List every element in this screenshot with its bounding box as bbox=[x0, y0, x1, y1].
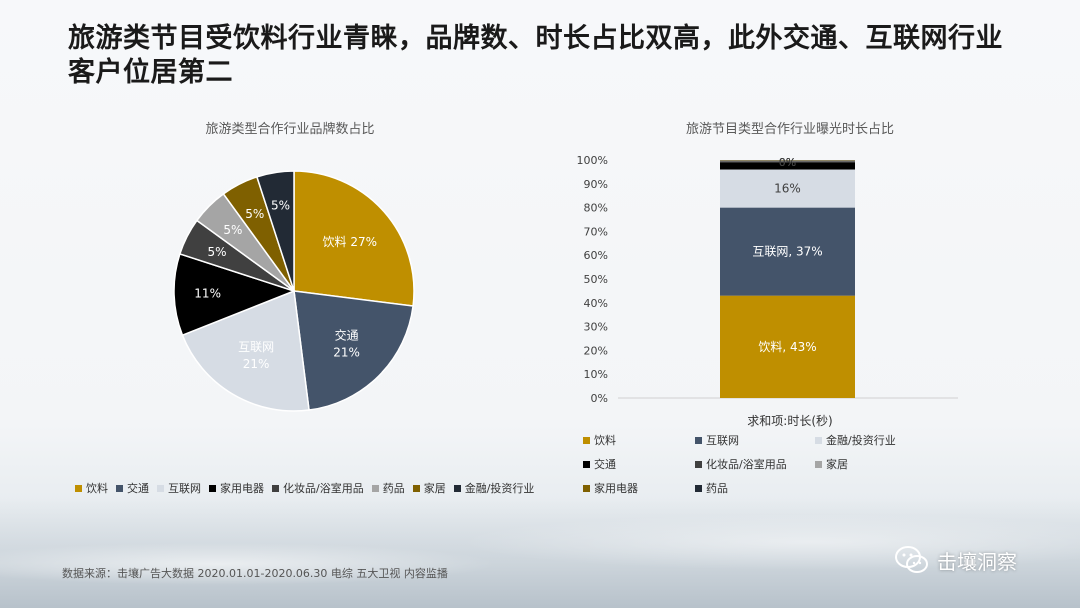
bar-segment-0 bbox=[720, 295, 855, 398]
brand-name: 击壤洞察 bbox=[937, 549, 1017, 574]
pie-slice-3 bbox=[173, 252, 297, 337]
pie-legend-item: 药品 bbox=[371, 480, 405, 496]
legend-swatch bbox=[583, 460, 590, 468]
bar-segment-1 bbox=[720, 207, 855, 296]
legend-swatch bbox=[75, 484, 82, 492]
brand-watermark: 击壤洞察 bbox=[895, 545, 1017, 575]
pie-chart: 饮料 27%交通 21%互联网 21%11%5%5%5%5% bbox=[173, 170, 415, 412]
bar-data-label-5: 0% bbox=[779, 156, 796, 169]
y-tick-label: 10% bbox=[584, 368, 608, 381]
pie-slice-0 bbox=[293, 170, 415, 307]
background-sea bbox=[0, 498, 1080, 608]
legend-swatch bbox=[815, 436, 822, 444]
legend-label: 饮料 bbox=[594, 434, 616, 447]
legend-label: 金融/投资行业 bbox=[826, 434, 896, 447]
bar-x-axis-label: 求和项:时长(秒) bbox=[747, 414, 833, 428]
legend-label: 家居 bbox=[423, 482, 446, 495]
pie-data-label-3: 11% bbox=[194, 287, 221, 301]
bar-segment-3 bbox=[720, 162, 855, 170]
bar-data-label-7: 0% bbox=[779, 156, 796, 169]
legend-label: 家居 bbox=[826, 458, 848, 471]
bar-segment-2 bbox=[720, 169, 855, 208]
data-source-footer: 数据来源：击壤广告大数据 2020.01.01-2020.06.30 电综 五大… bbox=[62, 567, 448, 580]
bar-legend-item: 家用电器 bbox=[583, 480, 638, 496]
stacked-bar-chart: 0% 10% 20% 30% 40% 50% 60% 70% 80% 90% 100% 饮料, 43%… bbox=[577, 154, 958, 405]
pie-legend: 饮料 交通 互联网 家用电器 化妆品/浴室用品 药品 家居 金融/投资行业 bbox=[75, 480, 535, 496]
legend-swatch bbox=[815, 460, 822, 468]
bar-legend-item: 药品 bbox=[695, 480, 728, 496]
pie-data-label-1: 交通 21% bbox=[333, 328, 360, 360]
pie-legend-item: 化妆品/浴室用品 bbox=[272, 480, 364, 496]
y-tick-label: 80% bbox=[584, 202, 608, 215]
pie-legend-item: 交通 bbox=[116, 480, 149, 496]
bar-data-label-2: 16% bbox=[774, 182, 801, 196]
bar-legend-item: 家居 bbox=[815, 456, 848, 472]
wechat-icon bbox=[895, 546, 928, 573]
y-tick-label: 100% bbox=[577, 154, 608, 167]
legend-swatch bbox=[412, 484, 420, 492]
legend-label: 化妆品/浴室用品 bbox=[283, 482, 364, 495]
legend-label: 饮料 bbox=[86, 482, 108, 495]
bar-legend-item: 饮料 bbox=[583, 432, 616, 448]
y-tick-label: 20% bbox=[584, 344, 608, 357]
pie-data-label-4: 5% bbox=[207, 245, 226, 259]
bar-data-label-1: 互联网, 37% bbox=[752, 245, 822, 259]
legend-label: 家用电器 bbox=[594, 482, 638, 495]
pie-legend-item: 家用电器 bbox=[209, 480, 264, 496]
legend-label: 互联网 bbox=[168, 482, 201, 495]
y-tick-label: 50% bbox=[584, 273, 608, 286]
bar-legend-item: 交通 bbox=[583, 456, 616, 472]
bar-data-label-0: 饮料, 43% bbox=[758, 340, 816, 354]
page-title: 旅游类节目受饮料行业青睐，品牌数、时长占比双高，此外交通、互联网行业客户位居第二 bbox=[68, 23, 1003, 88]
pie-data-label-7: 5% bbox=[271, 199, 290, 213]
legend-swatch bbox=[209, 484, 216, 492]
pie-data-label-5: 5% bbox=[223, 223, 242, 237]
legend-label: 交通 bbox=[594, 458, 616, 471]
bar-data-label-6: 0% bbox=[779, 156, 796, 169]
legend-swatch bbox=[695, 436, 702, 444]
pie-legend-item: 互联网 bbox=[157, 480, 201, 496]
y-tick-label: 70% bbox=[584, 225, 608, 238]
legend-label: 互联网 bbox=[706, 434, 739, 447]
bar-legend-item: 化妆品/浴室用品 bbox=[695, 456, 787, 472]
legend-swatch bbox=[453, 484, 461, 492]
bar-data-label-4: 0% bbox=[779, 156, 796, 169]
y-tick-label: 60% bbox=[584, 249, 608, 262]
bar-segment-4 bbox=[720, 161, 855, 163]
bar-data-label-3: 0% bbox=[779, 156, 796, 169]
y-tick-label: 0% bbox=[591, 392, 608, 405]
pie-slice-2 bbox=[181, 289, 310, 412]
legend-swatch bbox=[272, 484, 279, 492]
y-tick-label: 40% bbox=[584, 297, 608, 310]
pie-legend-item: 金融/投资行业 bbox=[453, 480, 535, 496]
legend-swatch bbox=[371, 484, 379, 492]
legend-swatch bbox=[583, 484, 590, 492]
pie-data-label-0: 饮料 27% bbox=[323, 235, 378, 249]
legend-label: 家用电器 bbox=[220, 482, 264, 495]
legend-swatch bbox=[695, 460, 702, 468]
bar-legend-item: 金融/投资行业 bbox=[815, 432, 896, 448]
legend-label: 交通 bbox=[127, 482, 149, 495]
pie-legend-item: 饮料 bbox=[75, 480, 108, 496]
pie-chart-title: 旅游类型合作行业品牌数占比 bbox=[205, 122, 375, 137]
pie-legend-item: 家居 bbox=[412, 480, 446, 496]
pie-data-label-6: 5% bbox=[245, 207, 264, 221]
pie-slice-1 bbox=[293, 290, 414, 411]
bar-legend-item: 互联网 bbox=[695, 432, 739, 448]
legend-swatch bbox=[157, 484, 164, 492]
legend-label: 金融/投资行业 bbox=[464, 482, 535, 495]
pie-slice-7 bbox=[255, 170, 295, 292]
legend-swatch bbox=[583, 436, 590, 444]
legend-label: 药品 bbox=[706, 482, 728, 495]
legend-swatch bbox=[695, 484, 702, 492]
legend-label: 药品 bbox=[382, 482, 405, 495]
bar-chart-title: 旅游节目类型合作行业曝光时长占比 bbox=[685, 122, 894, 137]
y-tick-label: 30% bbox=[584, 321, 608, 334]
y-tick-label: 90% bbox=[584, 178, 608, 191]
pie-data-label-2: 互联网 21% bbox=[238, 340, 274, 371]
legend-label: 化妆品/浴室用品 bbox=[706, 458, 787, 471]
legend-swatch bbox=[116, 484, 123, 492]
